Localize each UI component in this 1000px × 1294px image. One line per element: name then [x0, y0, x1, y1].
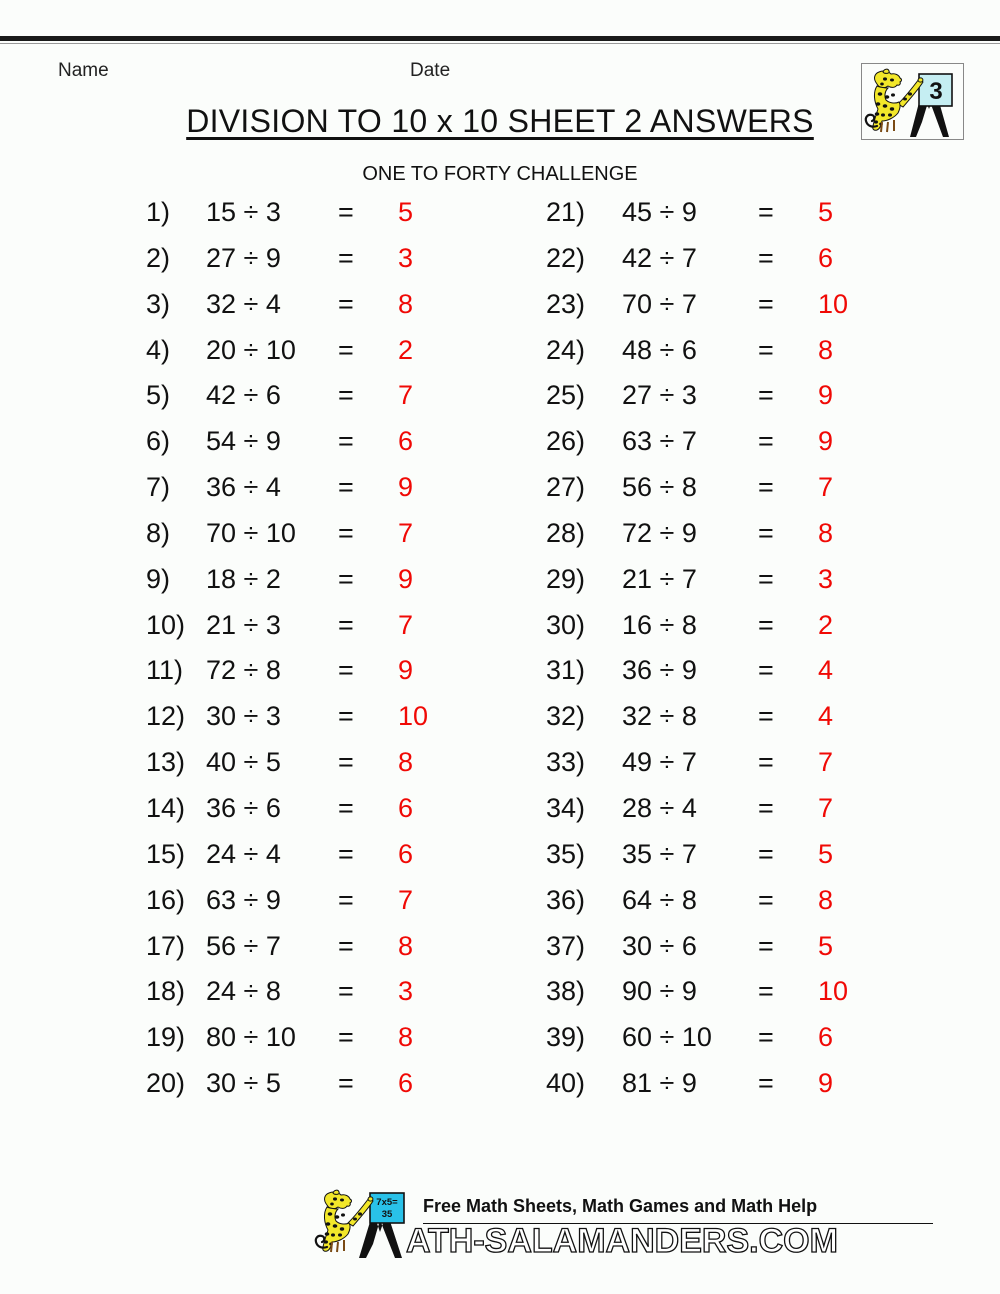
svg-text:35: 35 — [382, 1209, 393, 1220]
svg-text:3: 3 — [929, 78, 942, 105]
svg-text:7x5=: 7x5= — [376, 1197, 398, 1208]
